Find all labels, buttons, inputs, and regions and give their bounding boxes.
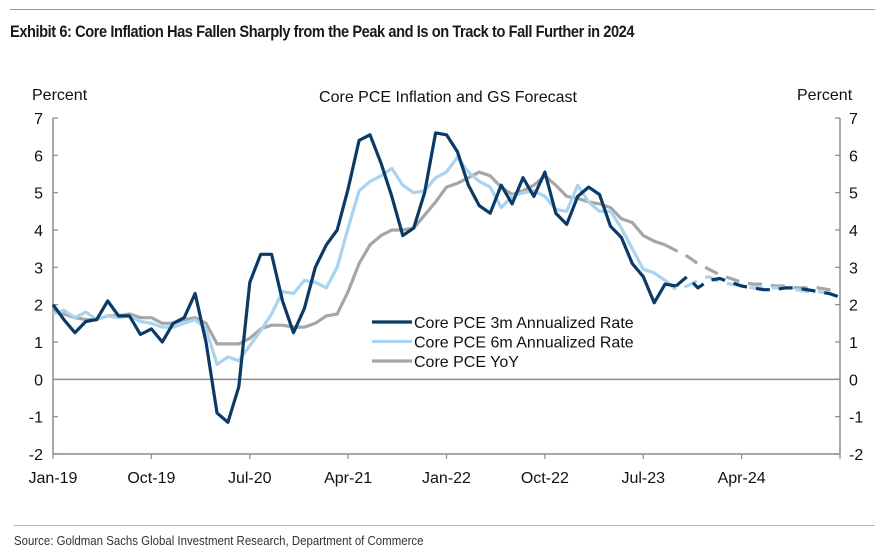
exhibit-title: Exhibit 6: Core Inflation Has Fallen Sha… [10, 22, 635, 41]
series-core-pce-yoy-actual [52, 170, 666, 346]
y-tick-label-right: 0 [849, 372, 858, 389]
y-tick-label-right: 1 [849, 335, 858, 352]
chart-title: Core PCE Inflation and GS Forecast [319, 89, 577, 106]
series-layer [51, 131, 841, 424]
y-axis-label-left: Percent [32, 87, 88, 104]
y-tick-label-left: 4 [34, 223, 43, 240]
x-tick-label: Oct-22 [521, 470, 569, 487]
series-core-pce-3m-annualized-rate-actual [51, 131, 677, 424]
y-axis-label-right: Percent [797, 87, 853, 104]
y-tick-label-left: -1 [29, 410, 43, 427]
source-note: Source: Goldman Sachs Global Investment … [14, 533, 424, 548]
legend-label: Core PCE 6m Annualized Rate [414, 335, 634, 352]
y-tick-label-left: 5 [34, 186, 43, 203]
series-core-pce-3m-annualized-rate-forecast [674, 275, 841, 299]
y-tick-label-left: 3 [34, 260, 43, 277]
x-tick-label: Jul-23 [621, 470, 665, 487]
y-tick-label-left: 6 [34, 148, 43, 165]
y-tick-label-right: 3 [849, 260, 858, 277]
y-tick-label-right: 7 [849, 111, 858, 128]
top-rule [10, 9, 875, 10]
legend-label: Core PCE 3m Annualized Rate [414, 315, 634, 332]
x-tick-label: Jul-20 [228, 470, 272, 487]
legend-label: Core PCE YoY [414, 354, 519, 371]
y-tick-label-left: 2 [34, 298, 43, 315]
y-tick-label-left: 1 [34, 335, 43, 352]
y-tick-label-right: -2 [849, 447, 863, 464]
line-chart: Core PCE Inflation and GS Forecast Perce… [29, 87, 864, 487]
series-core-pce-6m-annualized-rate-actual [52, 155, 667, 366]
series-core-pce-yoy-forecast [664, 243, 840, 292]
y-tick-label-right: 6 [849, 148, 858, 165]
y-tick-label-right: 2 [849, 298, 858, 315]
x-tick-label: Oct-19 [127, 470, 175, 487]
y-tick-label-left: 0 [34, 372, 43, 389]
y-tick-label-right: 5 [849, 186, 858, 203]
x-tick-label: Apr-24 [718, 470, 766, 487]
x-tick-label: Apr-21 [324, 470, 372, 487]
y-tick-label-right: -1 [849, 410, 863, 427]
legend: Core PCE 3m Annualized Rate Core PCE 6m A… [372, 315, 634, 371]
bottom-rule [14, 525, 875, 526]
y-tick-label-left: 7 [34, 111, 43, 128]
y-tick-label-left: -2 [29, 447, 43, 464]
x-tick-label: Jan-19 [29, 470, 78, 487]
x-tick-label: Jan-22 [422, 470, 471, 487]
axes: 7 7 6 6 5 5 4 4 3 3 2 2 1 1 0 0 -1 -1 -2 -2 Jan-19 Oct-19 Jul-… [29, 111, 864, 487]
y-tick-label-right: 4 [849, 223, 858, 240]
